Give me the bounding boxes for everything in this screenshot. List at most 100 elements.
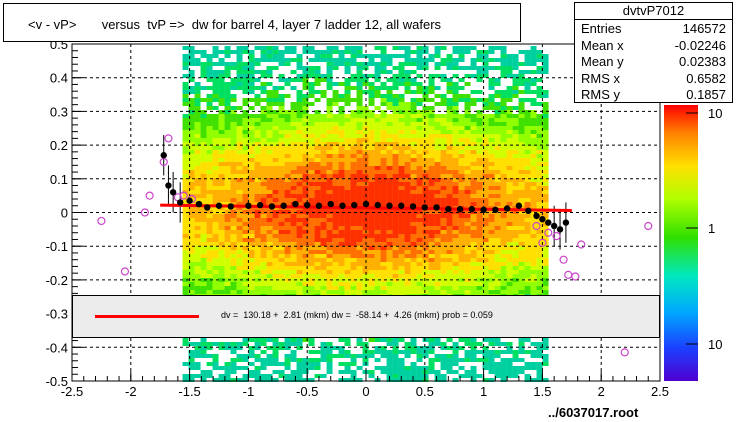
heatmap-cell bbox=[476, 350, 483, 354]
heatmap-cell bbox=[332, 182, 339, 186]
heatmap-cell bbox=[446, 130, 453, 134]
heatmap-cell bbox=[188, 374, 195, 378]
heatmap-cell bbox=[482, 74, 489, 78]
heatmap-cell bbox=[344, 286, 351, 290]
heatmap-cell bbox=[200, 254, 207, 258]
heatmap-cell bbox=[458, 278, 465, 282]
heatmap-cell bbox=[236, 198, 243, 202]
heatmap-cell bbox=[512, 134, 519, 138]
heatmap-cell bbox=[218, 86, 225, 90]
profile-marker bbox=[468, 205, 476, 213]
heatmap-cell bbox=[236, 230, 243, 234]
heatmap-cell bbox=[290, 358, 297, 362]
heatmap-cell bbox=[338, 50, 345, 54]
profile-marker bbox=[556, 226, 564, 233]
heatmap-cell bbox=[482, 130, 489, 134]
heatmap-cell bbox=[320, 210, 327, 214]
heatmap-cell bbox=[428, 154, 435, 158]
heatmap-cell bbox=[302, 150, 309, 154]
stats-row: RMS x 0.6582 bbox=[581, 71, 726, 87]
heatmap-cell bbox=[302, 278, 309, 282]
heatmap-cell bbox=[206, 178, 213, 182]
heatmap-cell bbox=[458, 246, 465, 250]
heatmap-cell bbox=[230, 138, 237, 142]
heatmap-cell bbox=[428, 90, 435, 94]
x-tick-label: -1.5 bbox=[178, 384, 200, 399]
heatmap-cell bbox=[524, 170, 531, 174]
heatmap-cell bbox=[536, 66, 543, 70]
heatmap-cell bbox=[374, 262, 381, 266]
heatmap-cell bbox=[218, 158, 225, 162]
heatmap-cell bbox=[488, 182, 495, 186]
heatmap-cell bbox=[218, 374, 225, 378]
profile-marker bbox=[169, 189, 177, 196]
heatmap-cell bbox=[242, 154, 249, 158]
heatmap-cell bbox=[326, 74, 333, 78]
heatmap-cell bbox=[200, 242, 207, 246]
heatmap-cell bbox=[188, 358, 195, 362]
heatmap-cell bbox=[404, 222, 411, 226]
heatmap-cell bbox=[224, 286, 231, 290]
heatmap-cell bbox=[338, 134, 345, 138]
heatmap-cell bbox=[320, 250, 327, 254]
heatmap-cell bbox=[530, 158, 537, 162]
heatmap-cell bbox=[272, 210, 279, 214]
heatmap-cell bbox=[272, 166, 279, 170]
heatmap-cell bbox=[350, 78, 357, 82]
heatmap-cell bbox=[368, 90, 375, 94]
heatmap-cell bbox=[422, 378, 429, 382]
heatmap-cell bbox=[440, 138, 447, 142]
heatmap-cell bbox=[374, 54, 381, 58]
heatmap-cell bbox=[278, 118, 285, 122]
heatmap-cell bbox=[488, 198, 495, 202]
heatmap-cell bbox=[488, 210, 495, 214]
heatmap-cell bbox=[386, 270, 393, 274]
heatmap-cell bbox=[440, 218, 447, 222]
heatmap-cell bbox=[530, 118, 537, 122]
heatmap-cell bbox=[332, 222, 339, 226]
heatmap-cell bbox=[284, 262, 291, 266]
y-tick-label: 0.4 bbox=[50, 71, 68, 86]
profile-marker bbox=[533, 212, 540, 220]
heatmap-cell bbox=[332, 162, 339, 166]
heatmap-cell bbox=[308, 278, 315, 282]
heatmap-cell bbox=[290, 214, 297, 218]
profile-marker bbox=[256, 201, 264, 209]
heatmap-cell bbox=[320, 226, 327, 230]
heatmap-cell bbox=[452, 346, 459, 350]
heatmap-cell bbox=[530, 250, 537, 254]
heatmap-cell bbox=[242, 86, 249, 90]
heatmap-cell bbox=[356, 66, 363, 70]
heatmap-cell bbox=[530, 102, 537, 106]
heatmap-cell bbox=[308, 162, 315, 166]
profile-marker bbox=[515, 202, 523, 209]
heatmap-cell bbox=[374, 350, 381, 354]
heatmap-cell bbox=[254, 122, 261, 126]
heatmap-cell bbox=[470, 254, 477, 258]
heatmap-cell bbox=[182, 270, 189, 274]
heatmap-cell bbox=[206, 238, 213, 242]
heatmap-cell bbox=[266, 122, 273, 126]
heatmap-cell bbox=[230, 214, 237, 218]
heatmap-cell bbox=[242, 366, 249, 370]
heatmap-cell bbox=[200, 230, 207, 234]
heatmap-cell bbox=[476, 290, 483, 294]
heatmap-cell bbox=[308, 226, 315, 230]
heatmap-cell bbox=[212, 270, 219, 274]
heatmap-cell bbox=[410, 194, 417, 198]
heatmap-cell bbox=[194, 142, 201, 146]
heatmap-cell bbox=[308, 50, 315, 54]
heatmap-cell bbox=[200, 270, 207, 274]
heatmap-cell bbox=[392, 378, 399, 382]
heatmap-cell bbox=[416, 102, 423, 106]
heatmap-cell bbox=[470, 138, 477, 142]
heatmap-cell bbox=[542, 170, 549, 174]
heatmap-cell bbox=[542, 106, 549, 110]
heatmap-cell bbox=[530, 206, 537, 210]
heatmap-cell bbox=[542, 258, 549, 262]
heatmap-cell bbox=[428, 346, 435, 350]
heatmap-cell bbox=[530, 186, 537, 190]
heatmap-cell bbox=[194, 254, 201, 258]
heatmap-cell bbox=[356, 46, 363, 50]
heatmap-cell bbox=[440, 278, 447, 282]
